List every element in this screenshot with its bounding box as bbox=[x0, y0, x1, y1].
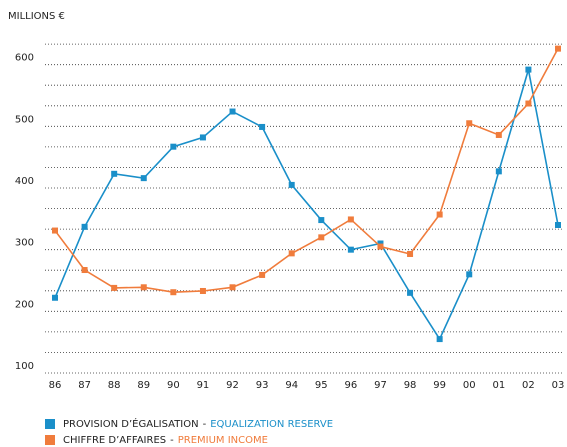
point-marker bbox=[525, 100, 532, 107]
y-tick-label: 400 bbox=[15, 176, 34, 187]
legend-name-en: EQUALIZATION RESERVE bbox=[210, 419, 333, 430]
x-tick-label: 90 bbox=[167, 380, 180, 391]
series-line bbox=[54, 69, 559, 341]
point-marker bbox=[495, 131, 502, 138]
point-marker bbox=[229, 284, 236, 291]
series-line bbox=[54, 48, 559, 294]
point-marker bbox=[466, 271, 473, 278]
point-marker bbox=[318, 217, 325, 224]
point-marker bbox=[347, 246, 354, 253]
point-marker bbox=[199, 134, 206, 141]
point-marker bbox=[555, 222, 561, 228]
point-marker bbox=[436, 211, 443, 218]
legend-separator: - bbox=[203, 419, 207, 430]
point-marker bbox=[199, 287, 206, 294]
point-marker bbox=[407, 250, 414, 257]
point-marker bbox=[377, 243, 384, 250]
x-tick-label: 89 bbox=[137, 380, 150, 391]
point-marker bbox=[170, 289, 177, 296]
legend-swatch bbox=[45, 419, 55, 429]
x-tick-label: 96 bbox=[345, 380, 358, 391]
point-marker bbox=[407, 289, 414, 296]
point-marker bbox=[555, 45, 561, 52]
x-tick-label: 99 bbox=[433, 380, 446, 391]
x-tick-label: 98 bbox=[404, 380, 417, 391]
x-tick-label: 01 bbox=[492, 380, 505, 391]
point-marker bbox=[259, 123, 266, 130]
y-tick-label: 200 bbox=[15, 299, 34, 310]
x-tick-label: 92 bbox=[226, 380, 239, 391]
point-marker bbox=[377, 240, 384, 247]
x-tick-label: 97 bbox=[374, 380, 387, 391]
y-tick-label: 600 bbox=[15, 53, 34, 64]
x-tick-label: 86 bbox=[49, 380, 62, 391]
y-tick-label: 100 bbox=[15, 361, 34, 372]
point-marker bbox=[288, 250, 295, 257]
legend-name: CHIFFRE D’AFFAIRES bbox=[63, 435, 166, 446]
legend-entry: CHIFFRE D’AFFAIRES - PREMIUM INCOME bbox=[63, 435, 268, 446]
point-marker bbox=[318, 234, 325, 241]
point-marker bbox=[140, 284, 147, 291]
point-marker bbox=[111, 170, 118, 177]
legend-swatch bbox=[45, 435, 55, 445]
legend-separator: - bbox=[170, 435, 174, 446]
x-tick-label: 00 bbox=[463, 380, 476, 391]
point-marker bbox=[111, 284, 118, 291]
legend-name: PROVISION D’ÉGALISATION bbox=[63, 417, 199, 430]
legend-name-en: PREMIUM INCOME bbox=[178, 435, 268, 446]
point-marker bbox=[525, 66, 532, 73]
x-tick-label: 95 bbox=[315, 380, 328, 391]
x-tick-label: 94 bbox=[285, 380, 298, 391]
point-marker bbox=[229, 108, 236, 115]
x-tick-label: 03 bbox=[552, 380, 565, 391]
y-tick-label: 300 bbox=[15, 238, 34, 249]
y-axis-label: MILLIONS € bbox=[8, 11, 65, 22]
point-marker bbox=[495, 168, 502, 175]
point-marker bbox=[81, 223, 88, 230]
point-marker bbox=[259, 271, 266, 278]
x-tick-label: 88 bbox=[108, 380, 121, 391]
x-tick-label: 87 bbox=[78, 380, 91, 391]
point-marker bbox=[347, 216, 354, 223]
point-marker bbox=[52, 294, 58, 301]
point-marker bbox=[81, 267, 88, 274]
point-marker bbox=[140, 175, 147, 182]
point-marker bbox=[288, 181, 295, 188]
y-tick-label: 500 bbox=[15, 114, 34, 125]
point-marker bbox=[466, 120, 473, 127]
point-marker bbox=[170, 143, 177, 150]
x-tick-label: 91 bbox=[197, 380, 210, 391]
point-marker bbox=[52, 227, 58, 234]
legend-entry: PROVISION D’ÉGALISATION - EQUALIZATION RES… bbox=[63, 417, 333, 430]
x-tick-label: 93 bbox=[256, 380, 269, 391]
point-marker bbox=[436, 336, 443, 343]
x-tick-label: 02 bbox=[522, 380, 535, 391]
